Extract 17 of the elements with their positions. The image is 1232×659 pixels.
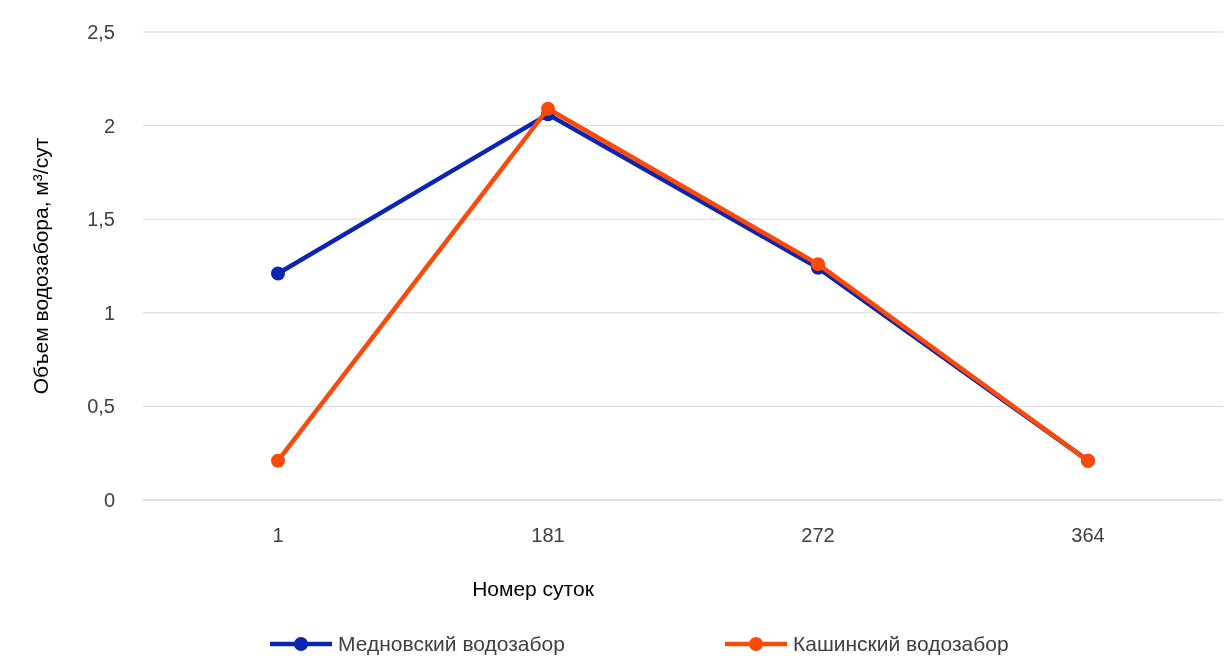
y-tick-label: 1,5 (87, 208, 115, 231)
legend-label: Медновский водозабор (338, 632, 565, 656)
point (541, 101, 555, 116)
x-tick-label: 1 (272, 524, 284, 546)
y-tick-label: 1 (103, 301, 115, 324)
y-tick-label: 0,5 (87, 395, 115, 418)
point (271, 266, 285, 281)
x-axis-title: Номер суток (472, 577, 595, 600)
point (271, 453, 285, 468)
x-tick-label: 272 (801, 524, 835, 546)
y-tick-label: 0 (103, 489, 115, 511)
y-tick-label: 2,5 (87, 21, 115, 43)
y-axis-title: Объем водозабора, м³/сут (29, 137, 52, 395)
y-tick-label: 2 (103, 114, 115, 137)
x-tick-label: 364 (1071, 524, 1105, 546)
legend-label: Кашинский водозабор (793, 632, 1009, 656)
x-tick-label: 181 (531, 524, 565, 546)
